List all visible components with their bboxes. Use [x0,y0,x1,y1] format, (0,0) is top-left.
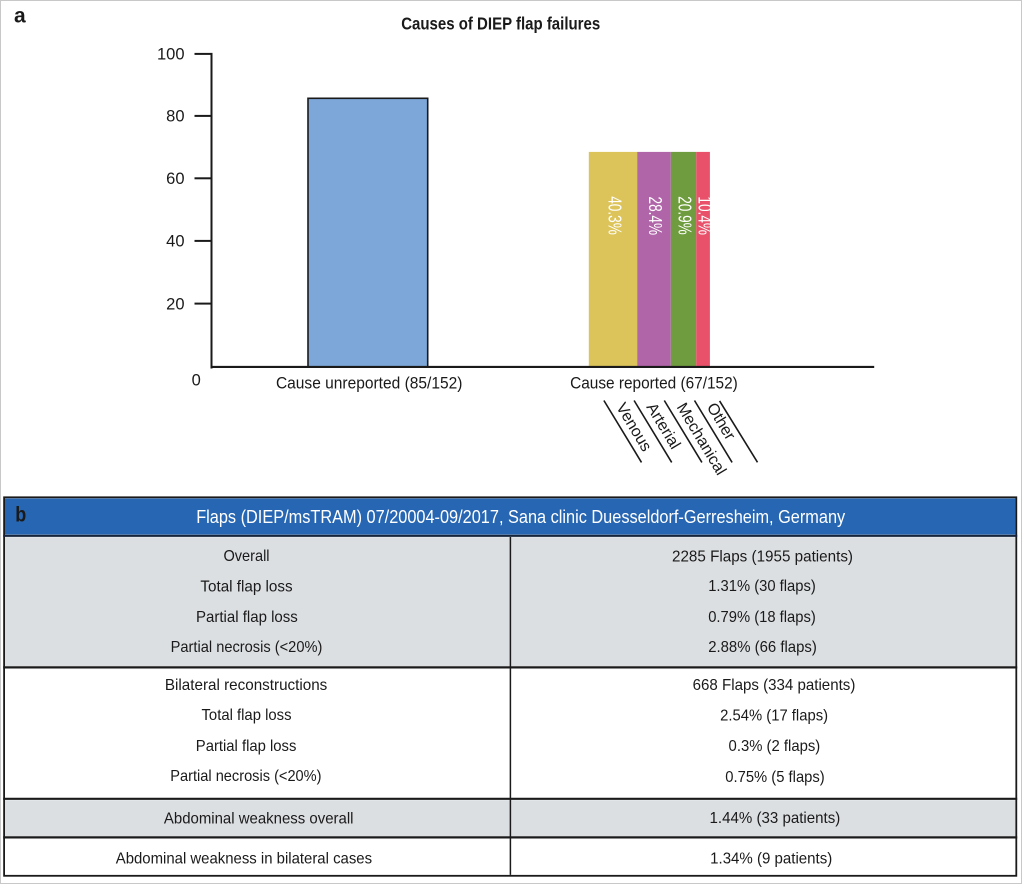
svg-text:60: 60 [166,170,184,188]
svg-text:80: 80 [166,108,184,126]
svg-text:1.34% (9 patients): 1.34% (9 patients) [710,850,832,867]
svg-text:668 Flaps (334 patients): 668 Flaps (334 patients) [693,677,856,694]
svg-text:1.31% (30 flaps): 1.31% (30 flaps) [708,578,816,595]
svg-text:Bilateral reconstructions: Bilateral reconstructions [165,677,327,694]
svg-text:0.75% (5 flaps): 0.75% (5 flaps) [725,769,824,786]
svg-text:2.88% (66 flaps): 2.88% (66 flaps) [708,639,817,656]
svg-text:Total flap loss: Total flap loss [200,578,292,595]
svg-text:Partial necrosis (<20%): Partial necrosis (<20%) [170,768,321,785]
svg-text:2.54% (17 flaps): 2.54% (17 flaps) [720,707,828,724]
svg-text:Cause reported (67/152): Cause reported (67/152) [570,374,738,393]
svg-text:0.3% (2 flaps): 0.3% (2 flaps) [729,738,821,755]
svg-text:Abdominal weakness overall: Abdominal weakness overall [164,810,354,827]
svg-text:40.3%: 40.3% [604,196,624,235]
svg-text:Partial flap loss: Partial flap loss [196,609,298,626]
svg-text:20.9%: 20.9% [675,196,695,235]
svg-text:Partial flap loss: Partial flap loss [196,738,297,755]
svg-text:20: 20 [166,295,184,313]
svg-text:a: a [14,5,26,28]
svg-text:b: b [15,503,26,526]
svg-text:28.4%: 28.4% [645,197,665,236]
svg-text:Total flap loss: Total flap loss [202,707,292,724]
svg-text:1.44% (33 patients): 1.44% (33 patients) [710,810,841,827]
svg-text:2285 Flaps (1955 patients): 2285 Flaps (1955 patients) [672,548,853,565]
svg-text:Cause unreported (85/152): Cause unreported (85/152) [276,373,463,392]
svg-text:40: 40 [166,233,184,251]
svg-text:Abdominal weakness in bilatera: Abdominal weakness in bilateral cases [116,850,372,867]
svg-text:Partial necrosis (<20%): Partial necrosis (<20%) [171,639,323,656]
svg-text:100: 100 [157,46,185,64]
svg-text:10.4%: 10.4% [694,196,714,235]
svg-text:Overall: Overall [223,548,269,565]
svg-text:Flaps (DIEP/msTRAM) 07/20004-0: Flaps (DIEP/msTRAM) 07/20004-09/2017, Sa… [196,507,845,527]
svg-text:Causes of DIEP flap failures: Causes of DIEP flap failures [401,14,600,34]
svg-text:0.79% (18 flaps): 0.79% (18 flaps) [708,609,816,626]
svg-text:0: 0 [192,372,201,390]
